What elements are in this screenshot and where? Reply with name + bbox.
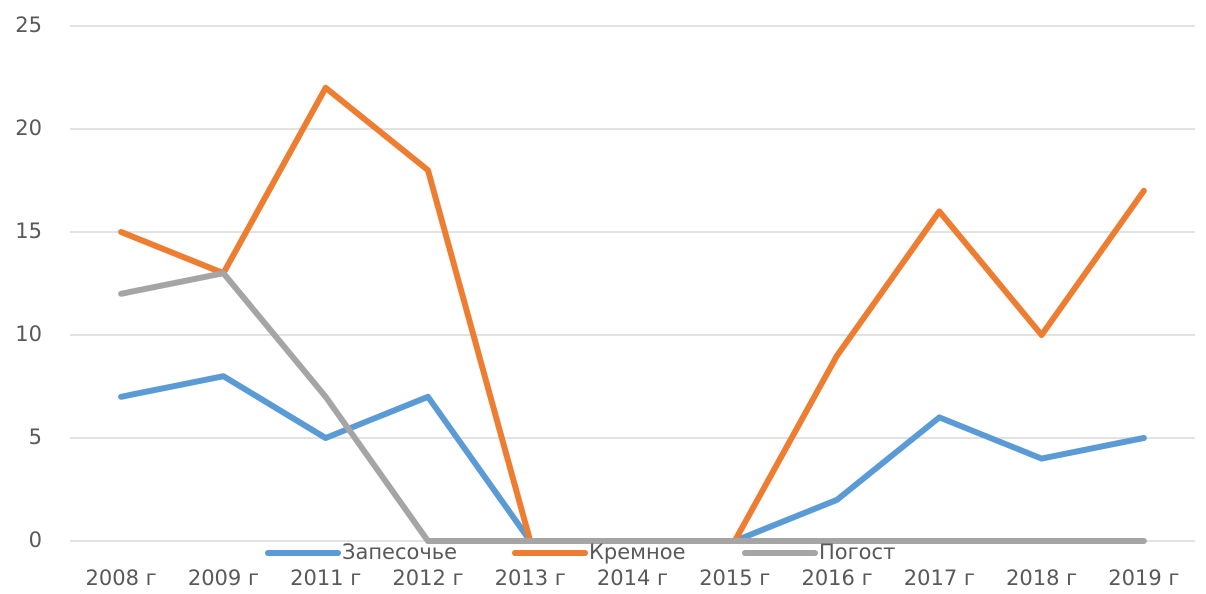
legend-label: Запесочье <box>342 540 457 564</box>
x-tick-label: 2009 г <box>188 566 259 590</box>
x-tick-label: 2012 г <box>392 566 463 590</box>
x-tick-label: 2017 г <box>904 566 975 590</box>
x-tick-label: 2013 г <box>495 566 566 590</box>
x-tick-label: 2018 г <box>1006 566 1077 590</box>
y-tick-label: 15 <box>15 219 42 243</box>
y-tick-label: 0 <box>29 528 42 552</box>
series-line <box>118 84 1147 544</box>
y-tick-label: 10 <box>15 322 42 346</box>
legend-label: Погост <box>819 540 895 564</box>
x-tick-label: 2011 г <box>290 566 361 590</box>
legend-label: Кремное <box>589 540 686 564</box>
x-tick-label: 2016 г <box>801 566 872 590</box>
series-line <box>118 373 1147 544</box>
y-tick-label: 20 <box>15 116 42 140</box>
y-tick-label: 5 <box>29 425 42 449</box>
y-tick-label: 25 <box>15 13 42 37</box>
series-line <box>118 270 1147 544</box>
x-tick-label: 2008 г <box>86 566 157 590</box>
x-tick-label: 2015 г <box>699 566 770 590</box>
x-tick-label: 2019 г <box>1108 566 1179 590</box>
x-tick-label: 2014 г <box>597 566 668 590</box>
